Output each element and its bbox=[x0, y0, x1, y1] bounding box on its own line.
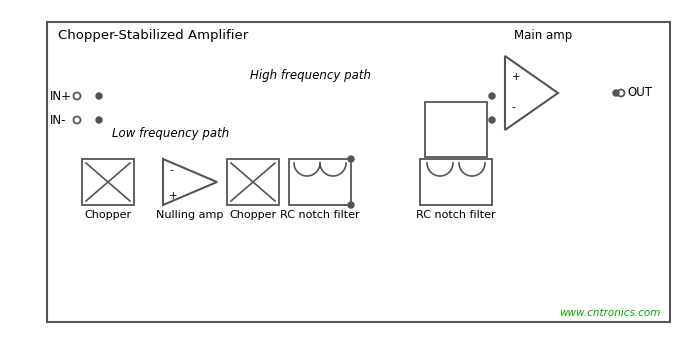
Circle shape bbox=[96, 93, 102, 99]
Text: +: + bbox=[512, 72, 521, 82]
Bar bbox=[227, 159, 279, 205]
Text: Chopper: Chopper bbox=[85, 210, 131, 220]
Bar bbox=[82, 159, 134, 205]
Circle shape bbox=[617, 89, 624, 97]
Circle shape bbox=[73, 117, 80, 123]
Circle shape bbox=[489, 117, 495, 123]
Text: RC notch filter: RC notch filter bbox=[280, 210, 360, 220]
Text: RC notch filter: RC notch filter bbox=[416, 210, 496, 220]
Circle shape bbox=[73, 92, 80, 100]
Bar bbox=[425, 102, 487, 157]
Bar bbox=[420, 159, 492, 205]
Text: Chopper-Stabilized Amplifier: Chopper-Stabilized Amplifier bbox=[58, 29, 248, 42]
Text: Low frequency path: Low frequency path bbox=[112, 126, 229, 139]
Text: www.cntronics.com: www.cntronics.com bbox=[559, 308, 660, 318]
Bar bbox=[289, 159, 351, 205]
Text: OUT: OUT bbox=[627, 86, 652, 100]
Circle shape bbox=[613, 90, 619, 96]
Circle shape bbox=[489, 93, 495, 99]
Text: Main amp: Main amp bbox=[514, 29, 572, 42]
Bar bbox=[47, 22, 670, 322]
Text: Nulling amp: Nulling amp bbox=[157, 210, 224, 220]
Circle shape bbox=[348, 202, 354, 208]
Text: Chopper: Chopper bbox=[229, 210, 277, 220]
Circle shape bbox=[348, 156, 354, 162]
Circle shape bbox=[96, 117, 102, 123]
Text: +: + bbox=[169, 191, 178, 201]
Text: -: - bbox=[512, 102, 516, 112]
Text: -: - bbox=[169, 165, 173, 175]
Text: High frequency path: High frequency path bbox=[250, 69, 370, 83]
Text: IN-: IN- bbox=[50, 114, 66, 126]
Text: IN+: IN+ bbox=[50, 89, 72, 102]
